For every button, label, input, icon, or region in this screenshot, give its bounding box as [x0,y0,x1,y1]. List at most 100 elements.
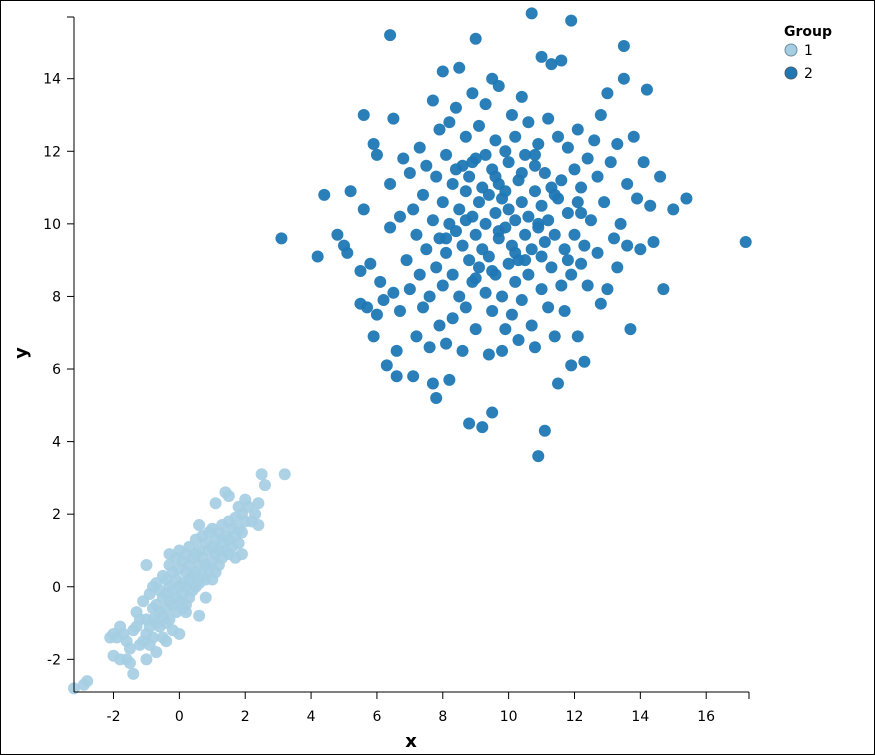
point-group-2-44 [423,290,436,303]
point-group-2-153 [542,112,555,125]
point-group-2-88 [473,196,485,209]
point-group-2-206 [640,83,653,96]
point-group-2-34 [407,203,420,216]
point-group-2-31 [400,254,413,267]
point-group-2-205 [637,156,650,169]
point-group-2-142 [532,450,545,463]
point-group-1-133 [278,468,291,481]
point-group-2-115 [499,323,512,336]
point-group-1-143 [199,591,212,604]
point-group-2-109 [492,79,505,92]
point-group-2-201 [624,323,637,336]
point-group-1-139 [179,606,192,619]
series-group-1 [68,468,291,695]
point-group-1-123 [235,526,248,539]
point-group-2-42 [420,243,433,256]
point-group-2-177 [575,257,588,270]
point-group-1-135 [163,548,176,561]
point-group-2-232 [486,265,499,278]
point-group-2-62 [443,116,456,129]
point-group-2-154 [545,261,558,274]
point-group-2-172 [568,163,581,176]
point-group-2-186 [591,170,604,183]
scatter-points [68,7,752,695]
point-group-2-148 [538,424,551,437]
x-tick-label-4: 4 [307,709,316,725]
point-group-2-117 [502,257,515,270]
point-group-2-101 [486,304,499,317]
point-group-2-94 [479,217,492,230]
point-group-2-32 [403,283,416,296]
point-group-2-192 [604,156,617,169]
axes: -2 0 2 4 6 8 10 12 14 16 -2 0 2 4 6 8 10 12 14 x y [11,16,750,752]
point-group-2-66 [446,312,459,325]
point-group-2-140 [528,159,541,172]
x-tick-label-2: 2 [241,709,250,725]
y-tick-label-12: 12 [43,144,61,160]
point-group-2-103 [486,406,499,419]
point-group-2-164 [555,54,568,67]
point-group-2-87 [469,323,482,336]
point-group-2-15 [367,138,380,151]
point-group-2-175 [571,123,584,136]
point-group-2-36 [410,228,423,241]
point-group-2-53 [433,123,446,136]
point-group-1-13 [123,656,136,669]
point-group-2-214 [489,170,502,183]
point-group-1-24 [140,653,153,666]
point-group-2-176 [571,330,584,343]
point-group-2-217 [548,188,561,201]
point-group-2-203 [631,192,644,205]
point-group-2-188 [594,108,607,121]
point-group-2-7 [344,185,357,198]
point-group-2-39 [413,268,426,281]
point-group-2-27 [390,370,403,383]
point-group-2-196 [614,217,627,230]
point-group-2-152 [542,214,555,227]
point-group-2-213 [739,236,752,248]
point-group-2-190 [601,283,614,296]
point-group-2-90 [473,119,485,132]
point-group-2-80 [463,417,476,430]
point-group-2-73 [456,239,469,252]
point-group-2-112 [496,344,509,357]
point-group-2-195 [611,261,624,274]
y-tick-label-10: 10 [43,217,61,233]
point-group-2-24 [387,286,400,299]
point-group-2-116 [502,203,515,216]
point-group-2-22 [384,221,397,234]
point-group-2-170 [565,268,578,281]
point-group-2-146 [535,199,548,212]
point-group-2-63 [443,373,456,386]
point-group-2-84 [469,228,482,241]
y-tick-label-14: 14 [43,72,61,88]
point-group-2-43 [420,159,433,172]
point-group-2-29 [393,304,406,317]
point-group-1-132 [258,479,271,492]
point-group-2-120 [505,108,518,121]
point-group-2-184 [588,134,601,147]
point-group-2-25 [387,112,400,125]
point-group-2-197 [617,40,630,53]
point-group-2-106 [489,134,502,147]
point-group-1-85 [193,609,206,622]
y-axis-ticks: -2 0 2 4 6 8 10 12 14 [43,72,74,668]
point-group-2-99 [482,348,495,361]
point-group-2-95 [479,286,492,299]
point-group-2-212 [680,192,693,205]
point-group-2-45 [423,341,436,354]
point-group-2-229 [515,167,528,180]
point-group-2-139 [528,185,541,198]
point-group-2-194 [611,138,624,151]
point-group-2-181 [581,152,594,165]
point-group-2-127 [512,333,525,346]
point-group-2-150 [538,167,551,180]
point-group-2-222 [499,185,512,198]
point-group-2-16 [370,308,383,321]
point-group-2-183 [584,214,597,227]
point-group-2-165 [558,243,571,256]
point-group-2-54 [433,319,446,332]
point-group-2-118 [502,156,515,169]
point-group-2-218 [469,272,482,285]
